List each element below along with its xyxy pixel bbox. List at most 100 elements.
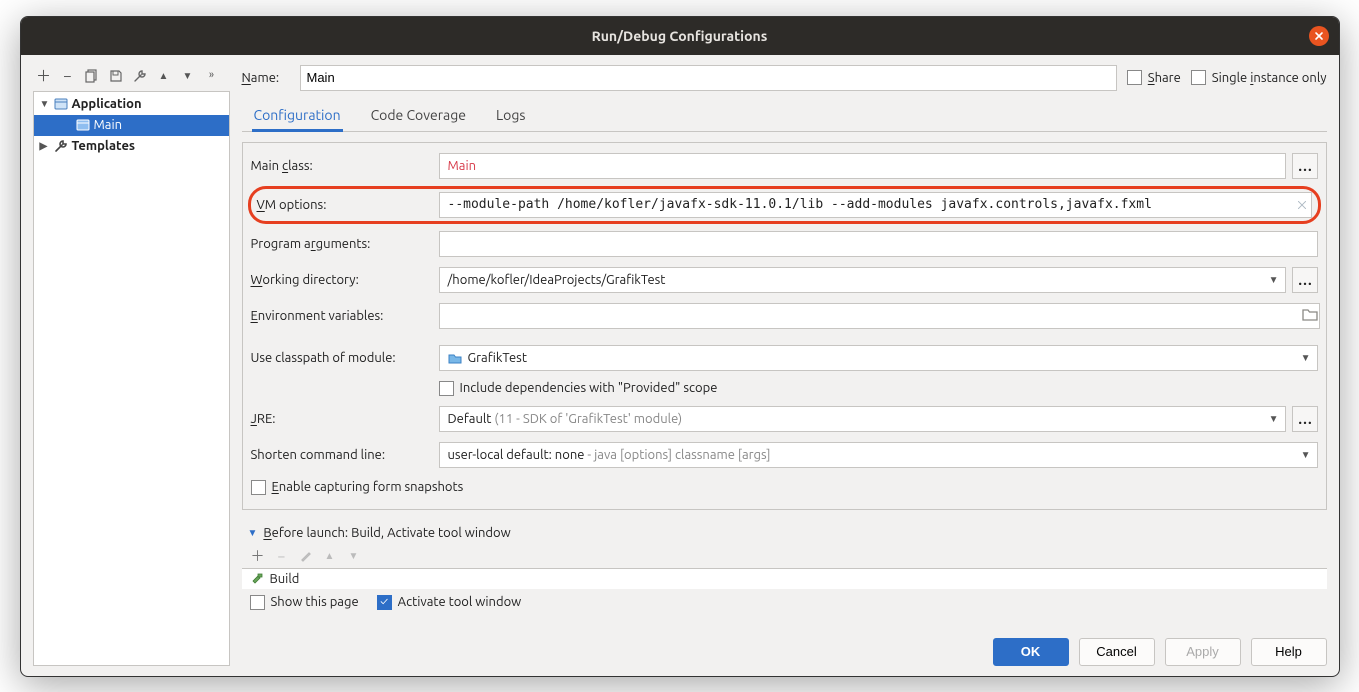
checkbox-icon: [250, 595, 265, 610]
jre-row: JRE: Default (11 - SDK of 'GrafikTest' m…: [251, 406, 1318, 432]
working-dir-browse-button[interactable]: …: [1292, 267, 1318, 293]
tree-application-label: Application: [72, 97, 142, 111]
tree-templates-node[interactable]: ▶ Templates: [34, 136, 229, 157]
include-provided-checkbox[interactable]: Include dependencies with "Provided" sco…: [439, 381, 718, 396]
add-config-button[interactable]: ＋: [35, 67, 53, 85]
vm-options-label: VM options:: [257, 198, 431, 212]
show-page-label: Show this page: [271, 595, 359, 609]
wrench-icon: [133, 69, 147, 83]
chevron-down-icon: ▼: [1301, 352, 1311, 364]
classpath-dropdown[interactable]: GrafikTest ▼: [439, 345, 1318, 371]
bl-remove-button[interactable]: −: [274, 548, 290, 564]
configuration-form: Main class: … VM options: --module-path …: [242, 142, 1327, 510]
sidebar-toolbar: ＋ −: [33, 65, 230, 91]
shorten-label: Shorten command line:: [251, 448, 431, 462]
hammer-icon: [250, 572, 264, 586]
bl-up-button[interactable]: ▲: [322, 548, 338, 564]
pencil-icon: [300, 550, 312, 562]
bl-down-button[interactable]: ▼: [346, 548, 362, 564]
titlebar: Run/Debug Configurations: [21, 17, 1339, 55]
sidebar-move-up-button[interactable]: ▲: [155, 67, 173, 85]
vm-options-input[interactable]: --module-path /home/kofler/javafx-sdk-11…: [439, 192, 1312, 218]
main-panel: Name: Share Single instance only Configu…: [242, 65, 1327, 666]
main-class-browse-button[interactable]: …: [1292, 153, 1318, 179]
vm-options-value: --module-path /home/kofler/javafx-sdk-11…: [448, 197, 1152, 212]
copy-config-button[interactable]: [83, 67, 101, 85]
name-label: Name:: [242, 71, 290, 85]
disclose-icon: ▼: [248, 527, 258, 539]
before-launch-title: Before launch: Build, Activate tool wind…: [263, 526, 510, 540]
enable-snapshots-label: Enable capturing form snapshots: [272, 480, 464, 494]
jre-browse-button[interactable]: …: [1292, 406, 1318, 432]
activate-tool-window-checkbox[interactable]: ✓ Activate tool window: [377, 595, 522, 610]
before-launch-toolbar: ＋ − ▲ ▼: [242, 544, 1327, 568]
before-launch-section: ▼ Before launch: Build, Activate tool wi…: [242, 520, 1327, 618]
tab-logs[interactable]: Logs: [494, 101, 527, 131]
show-page-checkbox[interactable]: Show this page: [250, 595, 359, 610]
dialog-buttons: OK Cancel Apply Help: [242, 628, 1327, 666]
shorten-value-muted: - java [options] classname [args]: [587, 448, 770, 462]
tree-main-node[interactable]: Main: [34, 115, 229, 136]
save-config-button[interactable]: [107, 67, 125, 85]
name-input[interactable]: [300, 65, 1117, 91]
config-tree: ▼ Application: [33, 91, 230, 666]
jre-dropdown[interactable]: Default (11 - SDK of 'GrafikTest' module…: [439, 406, 1286, 432]
working-dir-input[interactable]: /home/kofler/IdeaProjects/GrafikTest ▼: [439, 267, 1286, 293]
remove-config-button[interactable]: −: [59, 67, 77, 85]
include-provided-row: Include dependencies with "Provided" sco…: [251, 381, 1318, 396]
env-vars-row: Environment variables:: [251, 303, 1318, 329]
tree-toggle-icon: ▼: [40, 98, 50, 110]
sidebar-overflow-button[interactable]: »: [203, 67, 221, 85]
cancel-button[interactable]: Cancel: [1079, 638, 1155, 666]
bl-add-button[interactable]: ＋: [250, 548, 266, 564]
checkbox-icon: [1127, 70, 1142, 85]
chevron-down-icon: ▼: [1269, 413, 1279, 425]
wrench-config-button[interactable]: [131, 67, 149, 85]
program-args-row: Program arguments:: [251, 231, 1318, 257]
save-icon: [109, 69, 123, 83]
main-class-input[interactable]: [439, 153, 1286, 179]
share-label: Share: [1148, 71, 1181, 85]
working-dir-row: Working directory: /home/kofler/IdeaProj…: [251, 267, 1318, 293]
sidebar: ＋ −: [33, 65, 230, 666]
main-class-row: Main class: …: [251, 153, 1318, 179]
tree-toggle-icon: ▶: [40, 140, 50, 152]
application-icon: [76, 119, 90, 131]
checkbox-icon: [439, 381, 454, 396]
tab-configuration[interactable]: Configuration: [252, 101, 343, 131]
help-button[interactable]: Help: [1251, 638, 1327, 666]
ok-button[interactable]: OK: [993, 638, 1069, 666]
share-checkbox[interactable]: Share: [1127, 70, 1181, 85]
vm-options-highlight: VM options: --module-path /home/kofler/j…: [248, 186, 1321, 224]
tab-code-coverage[interactable]: Code Coverage: [369, 101, 468, 131]
before-launch-build-item[interactable]: Build: [242, 569, 1327, 589]
classpath-label: Use classpath of module:: [251, 351, 431, 365]
env-vars-label: Environment variables:: [251, 309, 431, 323]
window-close-button[interactable]: [1309, 26, 1329, 46]
single-instance-label: Single instance only: [1212, 71, 1327, 85]
env-vars-input[interactable]: [439, 303, 1320, 329]
working-dir-label: Working directory:: [251, 273, 431, 287]
shorten-dropdown[interactable]: user-local default: none - java [options…: [439, 442, 1318, 468]
application-icon: [54, 98, 68, 110]
apply-button[interactable]: Apply: [1165, 638, 1241, 666]
name-row: Name: Share Single instance only: [242, 65, 1327, 91]
chevron-down-icon: ▼: [1301, 449, 1311, 461]
before-launch-options: Show this page ✓ Activate tool window: [242, 589, 1327, 618]
classpath-value: GrafikTest: [468, 351, 527, 365]
before-launch-list: Build: [242, 568, 1327, 589]
before-launch-header[interactable]: ▼ Before launch: Build, Activate tool wi…: [242, 520, 1327, 544]
enable-snapshots-checkbox[interactable]: Enable capturing form snapshots: [251, 480, 1318, 495]
jre-value-muted: (11 - SDK of 'GrafikTest' module): [494, 412, 682, 426]
sidebar-move-down-button[interactable]: ▼: [179, 67, 197, 85]
bl-edit-button[interactable]: [298, 548, 314, 564]
jre-value-prefix: Default: [448, 412, 495, 426]
folder-icon[interactable]: [1302, 307, 1318, 324]
window-title: Run/Debug Configurations: [592, 28, 768, 44]
tree-templates-label: Templates: [72, 139, 136, 153]
program-args-label: Program arguments:: [251, 237, 431, 251]
program-args-input[interactable]: [439, 231, 1318, 257]
tree-application-node[interactable]: ▼ Application: [34, 94, 229, 115]
single-instance-checkbox[interactable]: Single instance only: [1191, 70, 1327, 85]
shorten-value-prefix: user-local default: none: [448, 448, 588, 462]
